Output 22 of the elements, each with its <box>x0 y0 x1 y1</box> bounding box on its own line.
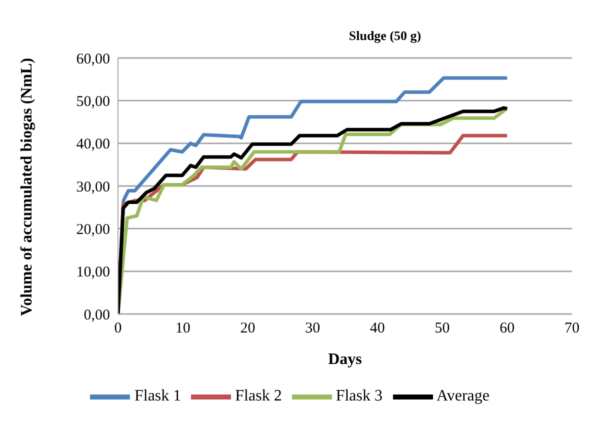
legend-label: Flask 2 <box>235 388 282 405</box>
x-tick-label: 20 <box>240 320 256 337</box>
x-tick-label: 50 <box>434 320 450 337</box>
y-tick-label: 20,00 <box>76 222 110 238</box>
legend-label: Average <box>436 388 490 405</box>
x-tick-label: 70 <box>564 320 580 337</box>
y-tick-label: 30,00 <box>76 179 110 196</box>
y-tick-label: 50,00 <box>76 94 110 110</box>
x-tick-label: 0 <box>114 320 122 337</box>
legend-label: Flask 1 <box>134 388 182 405</box>
x-tick-label: 40 <box>370 320 385 337</box>
legend-label: Flask 3 <box>336 388 382 405</box>
y-tick-label: 40,00 <box>76 136 110 153</box>
x-tick-label: 60 <box>500 320 515 337</box>
y-tick-label: 10,00 <box>76 264 110 281</box>
x-tick-label: 10 <box>175 320 190 337</box>
y-tick-label: 0,00 <box>84 307 110 324</box>
x-tick-label: 30 <box>305 320 320 337</box>
y-axis-title: Volume of accumulated biogas (NmL) <box>18 58 36 316</box>
x-axis-title: Days <box>328 351 362 368</box>
chart-title: Sludge (50 g) <box>348 27 422 45</box>
y-tick-label: 60,00 <box>76 51 110 68</box>
